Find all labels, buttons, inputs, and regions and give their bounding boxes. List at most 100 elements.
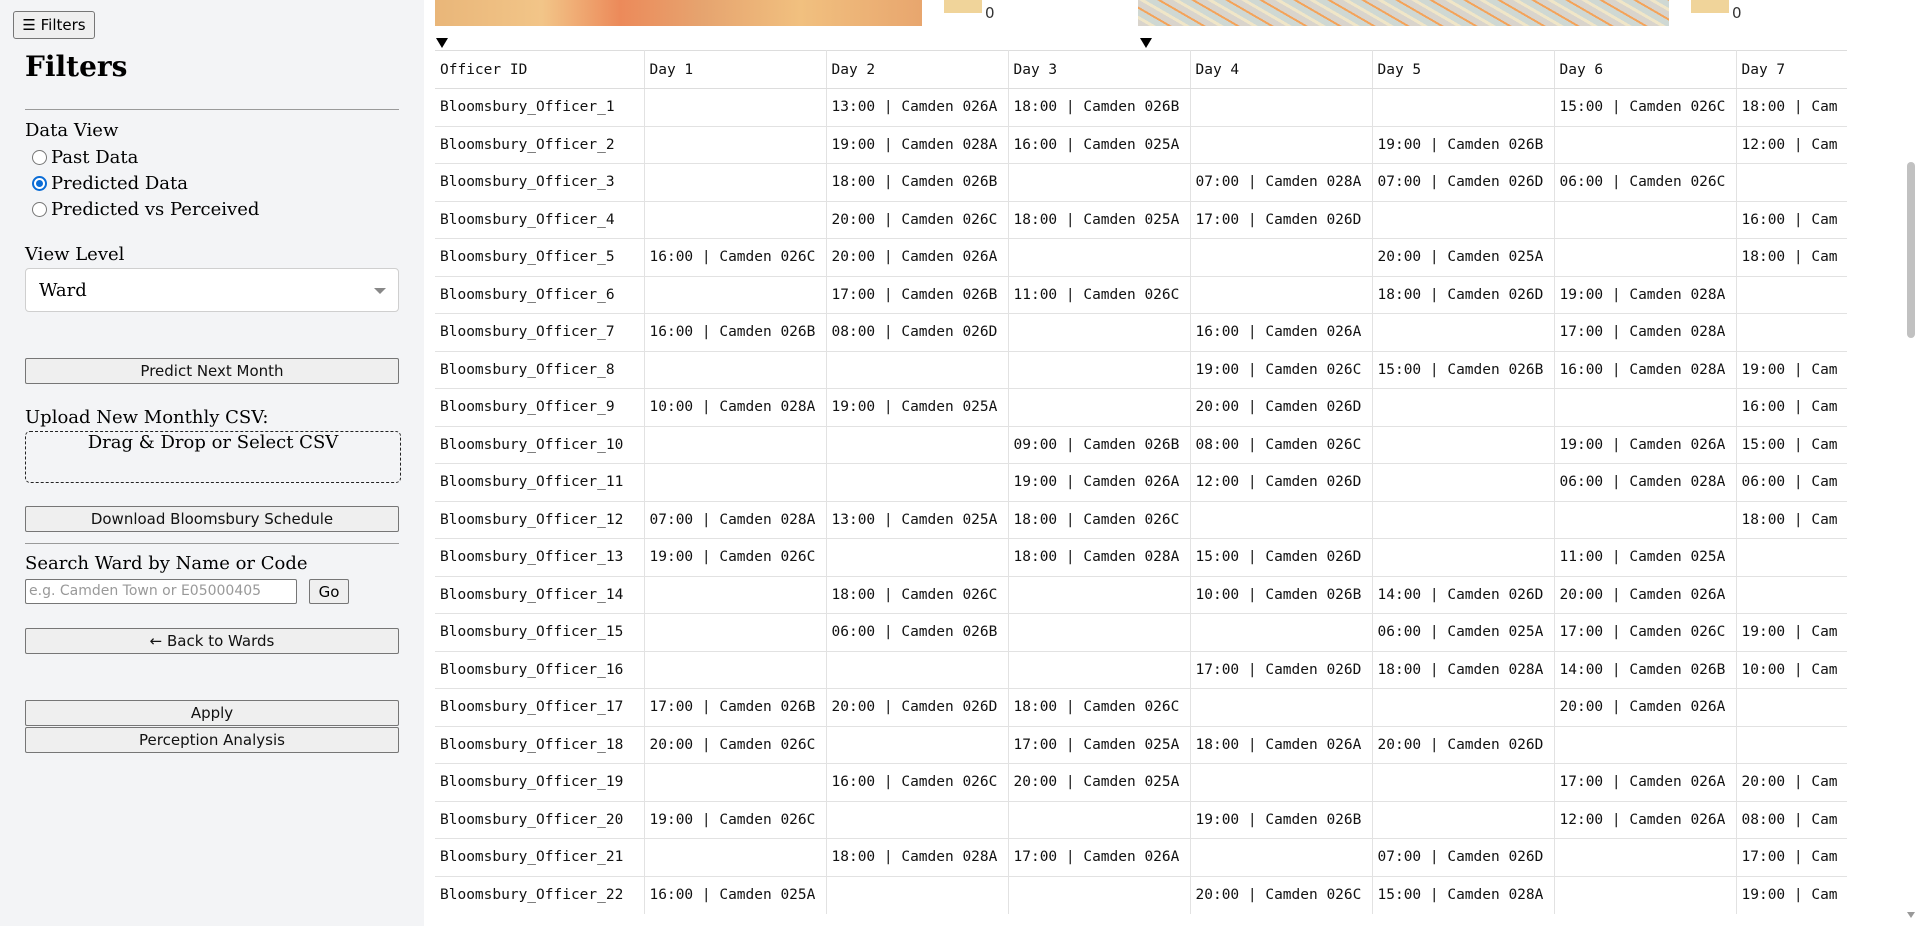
officer-id-cell: Bloomsbury_Officer_21 — [435, 838, 645, 876]
search-go-button[interactable]: Go — [309, 579, 349, 604]
shift-cell: 17:00 | Camden 026B — [644, 688, 827, 726]
shift-cell: 19:00 | Camden 028A — [826, 125, 1009, 164]
officer-id-cell: Bloomsbury_Officer_6 — [435, 275, 645, 314]
officer-id-cell: Bloomsbury_Officer_9 — [435, 388, 645, 426]
shift-cell — [1190, 88, 1373, 126]
shift-cell: 19:00 | Camden 026B — [1190, 800, 1373, 839]
search-ward-input[interactable]: e.g. Camden Town or E05000405 — [25, 579, 297, 604]
shift-cell — [1554, 388, 1737, 426]
table-row: Bloomsbury_Officer_1 13:00 | Camden 026A 1… — [435, 88, 1847, 126]
shift-cell: 17:00 | Cam — [1736, 838, 1847, 876]
shift-cell: 16:00 | Camden 026B — [644, 313, 827, 351]
shift-cell: 19:00 | Cam — [1736, 875, 1847, 914]
shift-cell: 20:00 | Cam — [1736, 763, 1847, 801]
radio-past-data[interactable]: Past Data — [32, 146, 138, 168]
shift-cell — [644, 763, 827, 801]
shift-cell — [1554, 200, 1737, 239]
shift-cell — [1372, 463, 1555, 501]
shift-cell: 20:00 | Camden 026C — [1190, 875, 1373, 914]
csv-dropzone[interactable]: Drag & Drop or Select CSV — [25, 431, 401, 483]
shift-cell: 17:00 | Camden 026D — [1190, 650, 1373, 689]
table-row: Bloomsbury_Officer_14 18:00 | Camden 026C… — [435, 575, 1847, 614]
download-schedule-button[interactable]: Download Bloomsbury Schedule — [25, 506, 399, 532]
table-row: Bloomsbury_Officer_8 19:00 | Camden 026C 1… — [435, 350, 1847, 389]
shift-cell — [1008, 650, 1191, 689]
radio-predicted-data[interactable]: Predicted Data — [32, 172, 188, 194]
page-scrollbar[interactable] — [1904, 0, 1918, 926]
legend-swatch — [944, 0, 982, 13]
shift-cell: 17:00 | Camden 025A — [1008, 725, 1191, 764]
shift-cell: 19:00 | Camden 026A — [1554, 425, 1737, 464]
shift-cell — [644, 613, 827, 651]
shift-cell: 19:00 | Cam — [1736, 350, 1847, 389]
table-row: Bloomsbury_Officer_16 17:00 | Camden 026D… — [435, 650, 1847, 689]
shift-cell: 06:00 | Camden 028A — [1554, 463, 1737, 501]
scroll-down-arrow-icon[interactable] — [1907, 912, 1915, 918]
street-map[interactable] — [1138, 0, 1669, 26]
radio-circle[interactable] — [32, 201, 47, 217]
table-row: Bloomsbury_Officer_18 20:00 | Camden 026C… — [435, 725, 1847, 764]
shift-cell: 19:00 | Camden 026C — [644, 538, 827, 576]
shift-cell: 08:00 | Camden 026D — [826, 313, 1009, 351]
shift-cell: 15:00 | Camden 026C — [1554, 88, 1737, 126]
predict-next-month-button[interactable]: Predict Next Month — [25, 358, 399, 384]
table-row: Bloomsbury_Officer_19 16:00 | Camden 026C… — [435, 763, 1847, 801]
shift-cell — [1008, 800, 1191, 839]
shift-cell: 18:00 | Cam — [1736, 500, 1847, 539]
shift-cell: 16:00 | Camden 026C — [644, 238, 827, 276]
shift-cell — [644, 463, 827, 501]
radio-circle[interactable] — [32, 149, 47, 165]
shift-cell: 13:00 | Camden 026A — [826, 88, 1009, 126]
filters-toggle-button[interactable]: ☰ Filters — [13, 11, 95, 39]
shift-cell: 20:00 | Camden 026C — [826, 200, 1009, 239]
shift-cell: 19:00 | Camden 025A — [826, 388, 1009, 426]
shift-cell: 15:00 | Camden 026B — [1372, 350, 1555, 389]
shift-cell: 20:00 | Camden 026A — [1554, 688, 1737, 726]
table-row: Bloomsbury_Officer_22 16:00 | Camden 025A… — [435, 875, 1847, 914]
perception-analysis-button[interactable]: Perception Analysis — [25, 727, 399, 753]
table-row: Bloomsbury_Officer_20 19:00 | Camden 026C… — [435, 800, 1847, 839]
radio-circle[interactable] — [32, 175, 47, 191]
shift-cell: 20:00 | Camden 026A — [826, 238, 1009, 276]
legend-swatch — [1691, 0, 1729, 13]
choropleth-map[interactable] — [435, 0, 922, 26]
officer-id-cell: Bloomsbury_Officer_7 — [435, 313, 645, 351]
table-row: Bloomsbury_Officer_9 10:00 | Camden 028A 1… — [435, 388, 1847, 426]
shift-cell: 19:00 | Camden 026B — [1372, 125, 1555, 164]
shift-cell: 17:00 | Camden 026B — [826, 275, 1009, 314]
officer-id-cell: Bloomsbury_Officer_10 — [435, 425, 645, 464]
shift-cell: 20:00 | Camden 026D — [1190, 388, 1373, 426]
shift-cell: 15:00 | Camden 026D — [1190, 538, 1373, 576]
shift-cell: 11:00 | Camden 026C — [1008, 275, 1191, 314]
shift-cell: 11:00 | Camden 025A — [1554, 538, 1737, 576]
shift-cell — [1008, 875, 1191, 914]
back-to-wards-button[interactable]: ← Back to Wards — [25, 628, 399, 654]
shift-cell: 07:00 | Camden 026D — [1372, 163, 1555, 201]
shift-cell: 14:00 | Camden 026B — [1554, 650, 1737, 689]
column-header: Day 5 — [1372, 50, 1555, 89]
shift-cell: 16:00 | Camden 025A — [644, 875, 827, 914]
shift-cell — [1554, 725, 1737, 764]
shift-cell — [826, 800, 1009, 839]
shift-cell — [1372, 538, 1555, 576]
shift-cell: 17:00 | Camden 026D — [1190, 200, 1373, 239]
shift-cell: 18:00 | Camden 028A — [1372, 650, 1555, 689]
officer-id-cell: Bloomsbury_Officer_15 — [435, 613, 645, 651]
data-view-label: Data View — [25, 120, 119, 141]
shift-cell — [1190, 125, 1373, 164]
apply-button[interactable]: Apply — [25, 700, 399, 726]
divider — [25, 543, 399, 544]
shift-cell: 19:00 | Cam — [1736, 613, 1847, 651]
shift-cell: 18:00 | Camden 026D — [1372, 275, 1555, 314]
shift-cell: 12:00 | Camden 026D — [1190, 463, 1373, 501]
view-level-select[interactable]: Ward — [25, 268, 399, 312]
shift-cell — [1008, 613, 1191, 651]
radio-predicted-vs-perceived[interactable]: Predicted vs Perceived — [32, 198, 259, 220]
shift-cell: 16:00 | Cam — [1736, 388, 1847, 426]
collapse-triangle-icon[interactable] — [436, 38, 448, 48]
scrollbar-thumb[interactable] — [1907, 162, 1915, 338]
shift-cell — [644, 425, 827, 464]
officer-id-cell: Bloomsbury_Officer_13 — [435, 538, 645, 576]
collapse-triangle-icon[interactable] — [1140, 38, 1152, 48]
